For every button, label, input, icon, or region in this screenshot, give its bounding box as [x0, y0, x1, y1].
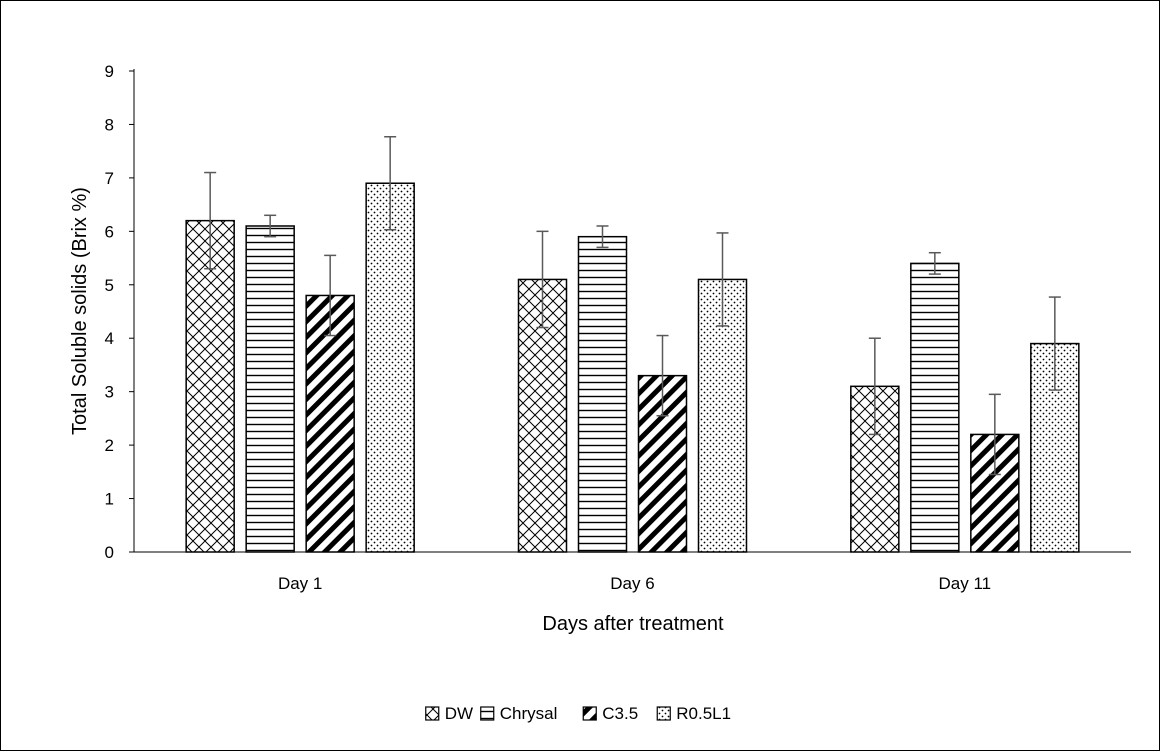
x-tick-label: Day 6: [610, 574, 654, 593]
y-tick-label: 0: [105, 543, 114, 562]
x-axis-title: Days after treatment: [542, 613, 724, 635]
x-tick-label: Day 1: [278, 574, 322, 593]
bar-chrysal-day-11: [910, 262, 960, 553]
legend-swatch: [425, 706, 440, 721]
bar-chrysal-day-6: [577, 235, 628, 553]
bar-chrysal-day-1: [245, 225, 295, 553]
legend-swatch: [480, 706, 495, 721]
y-tick-label: 7: [105, 169, 114, 188]
legend-label: R0.5L1: [676, 704, 731, 723]
y-tick-label: 4: [105, 329, 114, 348]
legend-swatch: [656, 706, 671, 721]
y-tick-label: 5: [105, 276, 114, 295]
legend: DW Chrysal C3.5 R0.5L1: [425, 704, 731, 723]
y-tick-label: 9: [105, 62, 114, 81]
legend-label: DW: [445, 704, 473, 723]
y-tick-label: 3: [105, 383, 114, 402]
x-tick-label: Day 11: [939, 574, 992, 593]
legend-swatch: [582, 706, 597, 721]
y-tick-label: 1: [105, 490, 114, 509]
y-tick-label: 8: [105, 115, 114, 134]
legend-label: Chrysal: [500, 704, 558, 723]
axes: 0 1 2 3 4 5 6 7 8 9 Day 1 Day 6 Day 11: [105, 62, 1131, 593]
y-axis-title: Total Soluble solids (Brix %): [69, 187, 91, 435]
plot-area: [185, 135, 1080, 553]
y-tick-label: 6: [105, 222, 114, 241]
y-tick-label: 2: [105, 436, 114, 455]
bar-dw-day-1: [185, 219, 235, 553]
bar-r0-5l1-day-1: [365, 182, 415, 553]
legend-label: C3.5: [602, 704, 638, 723]
